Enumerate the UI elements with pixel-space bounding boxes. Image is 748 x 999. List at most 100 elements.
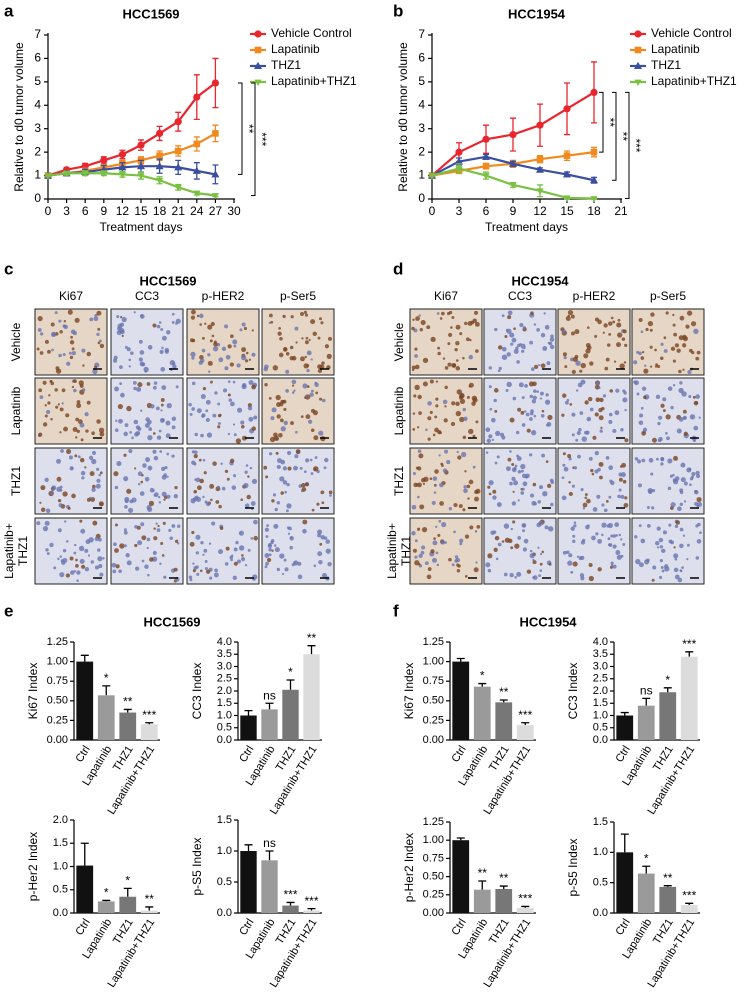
error-bar	[123, 708, 132, 713]
cell	[308, 338, 311, 342]
cell	[506, 381, 512, 388]
cell	[209, 576, 213, 580]
data-point	[44, 173, 52, 180]
cell	[600, 426, 603, 430]
cell	[670, 346, 676, 351]
cell	[62, 352, 66, 356]
cell	[118, 569, 122, 574]
y-tick-label: 1.25	[423, 636, 444, 648]
cell	[202, 553, 205, 556]
cell	[667, 486, 672, 491]
cell	[607, 522, 614, 529]
error-bar	[456, 837, 465, 841]
cell	[682, 534, 686, 537]
cell	[92, 484, 96, 489]
cell	[414, 364, 420, 370]
cell	[72, 426, 78, 432]
cell	[577, 382, 583, 388]
cell	[520, 491, 525, 495]
data-point	[174, 147, 182, 155]
cell	[504, 335, 508, 339]
cell	[268, 452, 273, 456]
cell	[667, 458, 673, 464]
cell	[225, 354, 231, 360]
cell	[241, 354, 247, 361]
cell	[672, 323, 676, 327]
cell	[646, 558, 650, 562]
cell	[429, 379, 434, 384]
cell	[227, 393, 231, 397]
cell	[673, 332, 678, 337]
y-tick-label: 1.25	[423, 816, 444, 828]
cell	[454, 555, 459, 559]
cell	[512, 490, 515, 493]
y-tick-label: 1.25	[47, 636, 68, 648]
cell	[286, 526, 290, 530]
cell	[129, 499, 134, 504]
cell	[448, 332, 453, 337]
cell	[638, 524, 642, 528]
cell	[412, 412, 416, 415]
row-label-line: Lapatinib	[9, 386, 23, 435]
data-point	[482, 135, 490, 143]
ihc-image	[34, 377, 108, 445]
cell	[270, 416, 275, 421]
cell	[244, 359, 249, 363]
cell	[221, 486, 226, 491]
cell	[136, 386, 142, 392]
cell	[324, 457, 329, 463]
cell	[564, 365, 568, 369]
cell	[438, 431, 442, 435]
cell	[687, 369, 692, 375]
cell	[218, 357, 224, 363]
cell	[203, 471, 207, 475]
cell	[111, 562, 117, 568]
cell	[413, 394, 417, 398]
ihc-image	[186, 308, 260, 376]
cell	[163, 575, 167, 579]
cell	[532, 558, 535, 562]
y-tick-label: 1.0	[593, 846, 608, 858]
cell	[646, 505, 650, 510]
cell	[114, 428, 119, 432]
cell	[94, 565, 99, 570]
error-bar	[663, 885, 672, 887]
cell	[590, 468, 594, 473]
cell	[452, 363, 457, 368]
y-tick-label: 0.00	[423, 907, 444, 919]
cell	[291, 355, 297, 361]
cell	[139, 361, 145, 367]
data-point	[563, 152, 571, 159]
cell	[466, 484, 471, 489]
cell	[528, 381, 535, 387]
cell	[238, 530, 244, 536]
legend-marker	[634, 61, 642, 69]
cell	[655, 540, 660, 546]
bar	[452, 840, 470, 913]
cell	[282, 314, 286, 319]
data-point	[156, 152, 163, 159]
cell	[488, 366, 492, 370]
cell	[679, 490, 684, 495]
ihc-image	[631, 517, 705, 585]
cell	[682, 415, 687, 420]
cell	[39, 332, 44, 336]
cell	[42, 525, 49, 532]
cell	[655, 457, 659, 461]
x-tick-label: Ctrl	[237, 744, 256, 765]
cell	[414, 354, 418, 358]
cell	[59, 431, 62, 434]
cell	[472, 434, 476, 438]
cell	[244, 563, 248, 567]
cell	[173, 567, 178, 572]
bar	[616, 852, 634, 913]
cell	[603, 508, 608, 513]
cell	[275, 451, 279, 455]
cell	[686, 543, 690, 547]
cell	[59, 572, 65, 578]
x-axis-label: Treatment days	[100, 220, 183, 234]
data-point	[156, 177, 164, 185]
x-tick-label: 27	[209, 204, 223, 218]
cell	[175, 385, 179, 389]
cell	[94, 536, 99, 542]
